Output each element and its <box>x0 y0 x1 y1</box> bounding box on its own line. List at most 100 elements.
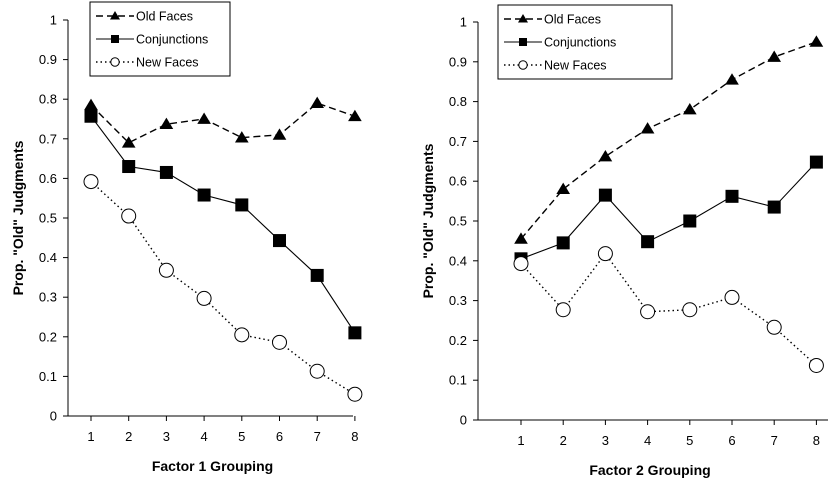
point-old-faces-1 <box>84 99 98 110</box>
point-conjunctions-8 <box>348 326 361 339</box>
point-new-faces-1 <box>514 257 528 271</box>
y-tick-label: 0.4 <box>39 250 57 265</box>
y-tick-label: 0.4 <box>449 253 467 268</box>
legend-conjunctions-marker <box>519 38 527 46</box>
point-old-faces-6 <box>273 128 287 139</box>
point-old-faces-4 <box>641 122 655 133</box>
point-new-faces-8 <box>348 387 362 401</box>
series-line-old-faces <box>91 103 355 143</box>
point-conjunctions-2 <box>122 160 135 173</box>
point-new-faces-5 <box>683 303 697 317</box>
point-old-faces-3 <box>599 150 613 161</box>
y-tick-label: 0.6 <box>39 171 57 186</box>
point-new-faces-4 <box>641 305 655 319</box>
x-tick-label: 5 <box>238 429 245 444</box>
point-conjunctions-4 <box>198 189 211 202</box>
point-old-faces-7 <box>767 51 781 62</box>
x-axis-title: Factor 1 Grouping <box>152 458 273 474</box>
x-tick-label: 4 <box>644 433 651 448</box>
series-line-conjunctions <box>91 116 355 333</box>
point-new-faces-3 <box>159 263 173 277</box>
chart-panel-factor-1: 0 0.1 0.2 0.3 0.4 0.5 0.6 0.7 0.8 0.9 1 1 2 3 4 5 6 7 8 Fac… <box>10 2 362 474</box>
point-conjunctions-8 <box>810 156 823 169</box>
point-old-faces-6 <box>725 73 739 84</box>
point-new-faces-2 <box>556 303 570 317</box>
legend: Old Faces Conjunctions New Faces <box>498 5 672 79</box>
y-axis-title: Prop. "Old" Judgments <box>10 140 26 295</box>
point-conjunctions-4 <box>641 235 654 248</box>
y-tick-label: 0 <box>50 409 57 424</box>
point-conjunctions-6 <box>273 234 286 247</box>
legend-label-new-faces: New Faces <box>544 59 607 73</box>
y-tick-label: 0.3 <box>449 293 467 308</box>
point-new-faces-2 <box>122 209 136 223</box>
y-tick-label: 0.5 <box>39 211 57 226</box>
y-tick-label: 0.9 <box>449 54 467 69</box>
x-tick-label: 3 <box>602 433 609 448</box>
y-tick-label: 0.2 <box>39 329 57 344</box>
x-axis-title: Factor 2 Grouping <box>589 462 710 478</box>
point-new-faces-7 <box>767 320 781 334</box>
x-tick-label: 8 <box>351 429 358 444</box>
legend-label-old-faces: Old Faces <box>544 13 601 27</box>
point-conjunctions-5 <box>683 215 696 228</box>
x-tick-label: 7 <box>314 429 321 444</box>
point-conjunctions-1 <box>85 110 98 123</box>
x-tick-label: 1 <box>87 429 94 444</box>
x-tick-label: 5 <box>686 433 693 448</box>
legend-label-old-faces: Old Faces <box>136 10 193 24</box>
y-tick-label: 0.3 <box>39 290 57 305</box>
point-conjunctions-5 <box>235 198 248 211</box>
legend: Old Faces Conjunctions New Faces <box>90 2 230 76</box>
point-old-faces-8 <box>348 110 362 121</box>
point-old-faces-8 <box>810 35 824 46</box>
y-tick-label: 0.7 <box>449 134 467 149</box>
point-new-faces-6 <box>725 290 739 304</box>
x-tick-label: 8 <box>813 433 820 448</box>
x-tick-label: 6 <box>728 433 735 448</box>
y-tick-label: 0.7 <box>39 131 57 146</box>
x-tick-label: 7 <box>771 433 778 448</box>
y-tick-label: 0.1 <box>449 373 467 388</box>
y-tick-label: 0.2 <box>449 333 467 348</box>
chart-panel-factor-2: 0 0.1 0.2 0.3 0.4 0.5 0.6 0.7 0.8 0.9 1 1 2 3 4 5 6 7 8 Fac… <box>420 5 828 478</box>
point-new-faces-1 <box>84 175 98 189</box>
y-tick-label: 0 <box>460 413 467 428</box>
x-tick-label: 3 <box>163 429 170 444</box>
x-tick-label: 4 <box>200 429 207 444</box>
x-tick-label: 1 <box>517 433 524 448</box>
point-conjunctions-3 <box>160 166 173 179</box>
point-new-faces-3 <box>598 247 612 261</box>
legend-label-conjunctions: Conjunctions <box>136 33 208 47</box>
y-tick-label: 0.5 <box>449 214 467 229</box>
point-new-faces-7 <box>310 364 324 378</box>
legend-new-faces-marker <box>519 61 527 69</box>
point-old-faces-4 <box>197 113 211 124</box>
x-tick-label: 2 <box>560 433 567 448</box>
y-tick-label: 1 <box>50 13 57 28</box>
point-new-faces-4 <box>197 291 211 305</box>
point-new-faces-5 <box>235 328 249 342</box>
x-tick-label: 2 <box>125 429 132 444</box>
y-tick-label: 0.6 <box>449 174 467 189</box>
point-new-faces-6 <box>273 335 287 349</box>
legend-conjunctions-marker <box>111 35 119 43</box>
point-conjunctions-2 <box>557 236 570 249</box>
x-tick-label: 6 <box>276 429 283 444</box>
legend-new-faces-marker <box>111 58 119 66</box>
point-old-faces-5 <box>683 103 697 114</box>
y-tick-label: 0.8 <box>449 94 467 109</box>
legend-label-new-faces: New Faces <box>136 56 199 70</box>
point-new-faces-8 <box>809 358 823 372</box>
point-old-faces-7 <box>310 97 324 108</box>
legend-label-conjunctions: Conjunctions <box>544 36 616 50</box>
y-tick-label: 0.1 <box>39 369 57 384</box>
y-tick-label: 1 <box>460 15 467 30</box>
point-old-faces-2 <box>556 183 570 194</box>
point-conjunctions-6 <box>726 190 739 203</box>
y-axis-title: Prop. "Old" Judgments <box>420 143 436 298</box>
point-conjunctions-7 <box>768 201 781 214</box>
y-tick-label: 0.8 <box>39 92 57 107</box>
